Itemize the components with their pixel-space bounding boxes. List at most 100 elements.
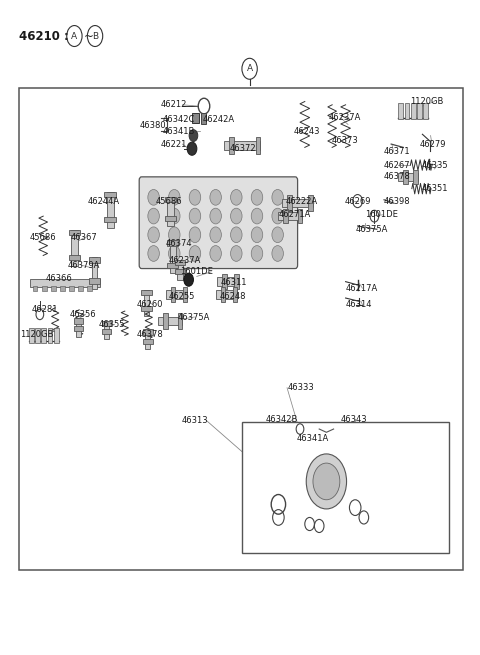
Text: 46237A: 46237A bbox=[169, 255, 201, 265]
Bar bbox=[69, 286, 74, 291]
Bar bbox=[171, 287, 176, 303]
Text: 46267: 46267 bbox=[384, 160, 410, 170]
Text: 46248: 46248 bbox=[220, 291, 246, 301]
Circle shape bbox=[189, 130, 198, 141]
Text: 46378: 46378 bbox=[137, 329, 164, 339]
Circle shape bbox=[187, 142, 197, 155]
Bar bbox=[60, 286, 65, 291]
Text: 46351: 46351 bbox=[421, 184, 448, 193]
Circle shape bbox=[184, 273, 193, 286]
Bar bbox=[308, 195, 313, 211]
Text: 46333: 46333 bbox=[288, 383, 315, 392]
Bar bbox=[143, 329, 153, 335]
Text: 46212: 46212 bbox=[161, 100, 187, 109]
Bar bbox=[74, 318, 83, 324]
Bar bbox=[398, 173, 418, 181]
Bar bbox=[225, 141, 260, 150]
Text: 46279: 46279 bbox=[420, 140, 446, 149]
Bar bbox=[42, 286, 47, 291]
Circle shape bbox=[210, 208, 221, 224]
Bar bbox=[283, 209, 288, 223]
Circle shape bbox=[272, 246, 283, 261]
Circle shape bbox=[251, 189, 263, 205]
Bar bbox=[229, 137, 234, 154]
Circle shape bbox=[189, 227, 201, 242]
Text: 46366: 46366 bbox=[46, 274, 72, 283]
Bar bbox=[423, 103, 428, 119]
Circle shape bbox=[272, 208, 283, 224]
Bar bbox=[48, 328, 52, 343]
Bar bbox=[298, 209, 302, 223]
Bar bbox=[192, 113, 199, 123]
Circle shape bbox=[251, 208, 263, 224]
Bar bbox=[35, 328, 40, 343]
Text: 46335: 46335 bbox=[421, 160, 448, 170]
Bar bbox=[232, 287, 237, 303]
Bar bbox=[216, 290, 237, 299]
Text: 1120GB: 1120GB bbox=[410, 97, 444, 106]
Bar bbox=[69, 230, 80, 235]
Circle shape bbox=[168, 208, 180, 224]
Circle shape bbox=[210, 227, 221, 242]
Bar bbox=[104, 217, 117, 222]
Text: 46311: 46311 bbox=[221, 278, 247, 288]
Bar bbox=[175, 260, 185, 265]
Text: 46375A: 46375A bbox=[178, 312, 210, 322]
Bar bbox=[287, 195, 292, 211]
Bar bbox=[169, 240, 176, 273]
Circle shape bbox=[306, 454, 347, 509]
Circle shape bbox=[189, 246, 201, 261]
Text: 1601DE: 1601DE bbox=[180, 267, 213, 276]
Text: 46341A: 46341A bbox=[297, 434, 329, 443]
Bar bbox=[167, 196, 174, 226]
Text: 46398: 46398 bbox=[384, 196, 410, 206]
Bar bbox=[41, 328, 46, 343]
Text: 46244A: 46244A bbox=[88, 196, 120, 206]
Circle shape bbox=[230, 208, 242, 224]
Bar bbox=[220, 287, 226, 303]
Text: 46342B: 46342B bbox=[266, 415, 298, 424]
Text: 46255: 46255 bbox=[169, 291, 195, 301]
Text: 45686: 45686 bbox=[30, 233, 56, 242]
Bar bbox=[234, 274, 239, 290]
Text: 46313: 46313 bbox=[181, 416, 208, 425]
Circle shape bbox=[189, 208, 201, 224]
Circle shape bbox=[148, 227, 159, 242]
Bar bbox=[102, 321, 111, 326]
Bar bbox=[405, 103, 409, 119]
Bar bbox=[178, 313, 182, 329]
Circle shape bbox=[230, 227, 242, 242]
Text: 46375A: 46375A bbox=[355, 225, 387, 234]
Bar bbox=[255, 137, 260, 154]
Text: 46210 :: 46210 : bbox=[19, 29, 73, 43]
Bar bbox=[163, 313, 168, 329]
Bar bbox=[167, 240, 179, 246]
Bar bbox=[182, 287, 188, 303]
Bar bbox=[417, 103, 422, 119]
Bar bbox=[201, 113, 206, 124]
Bar bbox=[167, 263, 179, 268]
Circle shape bbox=[272, 189, 283, 205]
Text: 46237A: 46237A bbox=[329, 113, 361, 122]
Bar bbox=[166, 290, 187, 299]
Text: A: A bbox=[72, 31, 77, 41]
Text: 46222A: 46222A bbox=[286, 196, 318, 206]
Bar bbox=[217, 278, 239, 286]
Bar bbox=[141, 306, 152, 311]
Text: 46367: 46367 bbox=[71, 233, 98, 242]
Bar bbox=[102, 329, 111, 334]
Text: 46341B: 46341B bbox=[162, 126, 194, 136]
Bar bbox=[74, 326, 83, 331]
Text: 1120GB: 1120GB bbox=[20, 329, 54, 339]
Text: 46378: 46378 bbox=[384, 172, 411, 181]
Text: 46372: 46372 bbox=[229, 144, 256, 153]
Circle shape bbox=[189, 189, 201, 205]
Text: ~: ~ bbox=[84, 29, 94, 43]
Circle shape bbox=[148, 208, 159, 224]
Bar bbox=[411, 103, 416, 119]
Bar bbox=[222, 274, 227, 290]
Circle shape bbox=[251, 227, 263, 242]
Circle shape bbox=[272, 227, 283, 242]
Bar bbox=[145, 329, 151, 349]
Text: 46217A: 46217A bbox=[346, 284, 378, 293]
